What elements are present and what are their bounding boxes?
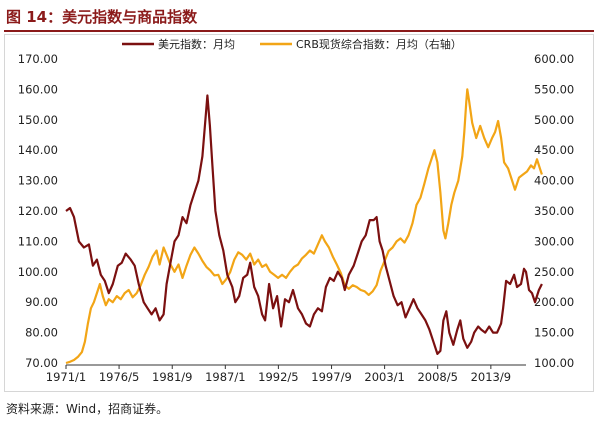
- y-left-tick-label: 110.00: [18, 234, 58, 248]
- chart-title: 图 14：美元指数与商品指数: [6, 8, 198, 26]
- x-tick-label: 1971/1: [46, 370, 86, 384]
- y-right-tick-label: 550.00: [534, 82, 574, 96]
- title-rule: [4, 30, 594, 32]
- y-left-tick-label: 150.00: [18, 113, 58, 127]
- y-left-tick-label: 170.00: [18, 52, 58, 66]
- y-right-tick-label: 450.00: [534, 143, 574, 157]
- y-right-tick-label: 400.00: [534, 174, 574, 188]
- y-left-tick-label: 140.00: [18, 143, 58, 157]
- y-left-tick-label: 130.00: [18, 174, 58, 188]
- x-tick-label: 2008/5: [417, 370, 457, 384]
- x-tick-label: 1997/9: [311, 370, 351, 384]
- x-tick-label: 2003/1: [364, 370, 404, 384]
- y-right-tick-label: 300.00: [534, 234, 574, 248]
- series-usd-index-line: [65, 94, 543, 355]
- x-tick-label: 1976/5: [99, 370, 139, 384]
- y-left-tick-label: 100.00: [18, 265, 58, 279]
- y-right-tick-label: 100.00: [534, 356, 574, 370]
- legend: 美元指数：月均 CRB现货综合指数：月均（右轴）: [122, 37, 462, 51]
- y-right-tick-label: 350.00: [534, 204, 574, 218]
- y-right-tick-label: 600.00: [534, 52, 574, 66]
- x-tick-label: 2013/9: [471, 370, 511, 384]
- y-right-tick-label: 250.00: [534, 265, 574, 279]
- x-tick-label: 1981/9: [152, 370, 192, 384]
- series-lines: [65, 88, 543, 365]
- y-left-tick-label: 160.00: [18, 82, 58, 96]
- y-right-tick-label: 200.00: [534, 295, 574, 309]
- x-tick-label: 1992/5: [258, 370, 298, 384]
- chart-frame: [4, 34, 594, 392]
- y-right-tick-label: 150.00: [534, 326, 574, 340]
- y-right-tick-label: 500.00: [534, 113, 574, 127]
- y-left-tick-label: 70.00: [25, 356, 58, 370]
- y-left-tick-label: 90.00: [25, 295, 58, 309]
- source-note: 资料来源：Wind，招商证券。: [6, 402, 169, 416]
- legend-crb-label: CRB现货综合指数：月均（右轴）: [296, 37, 462, 51]
- x-tick-label: 1987/1: [205, 370, 245, 384]
- legend-usd-label: 美元指数：月均: [158, 37, 235, 51]
- y-left-tick-label: 120.00: [18, 204, 58, 218]
- axes: 70.00 80.00 90.00 100.00 110.00 120.00 130.00 1…: [18, 52, 575, 384]
- y-left-tick-label: 80.00: [25, 326, 58, 340]
- series-crb-index-line: [65, 88, 543, 365]
